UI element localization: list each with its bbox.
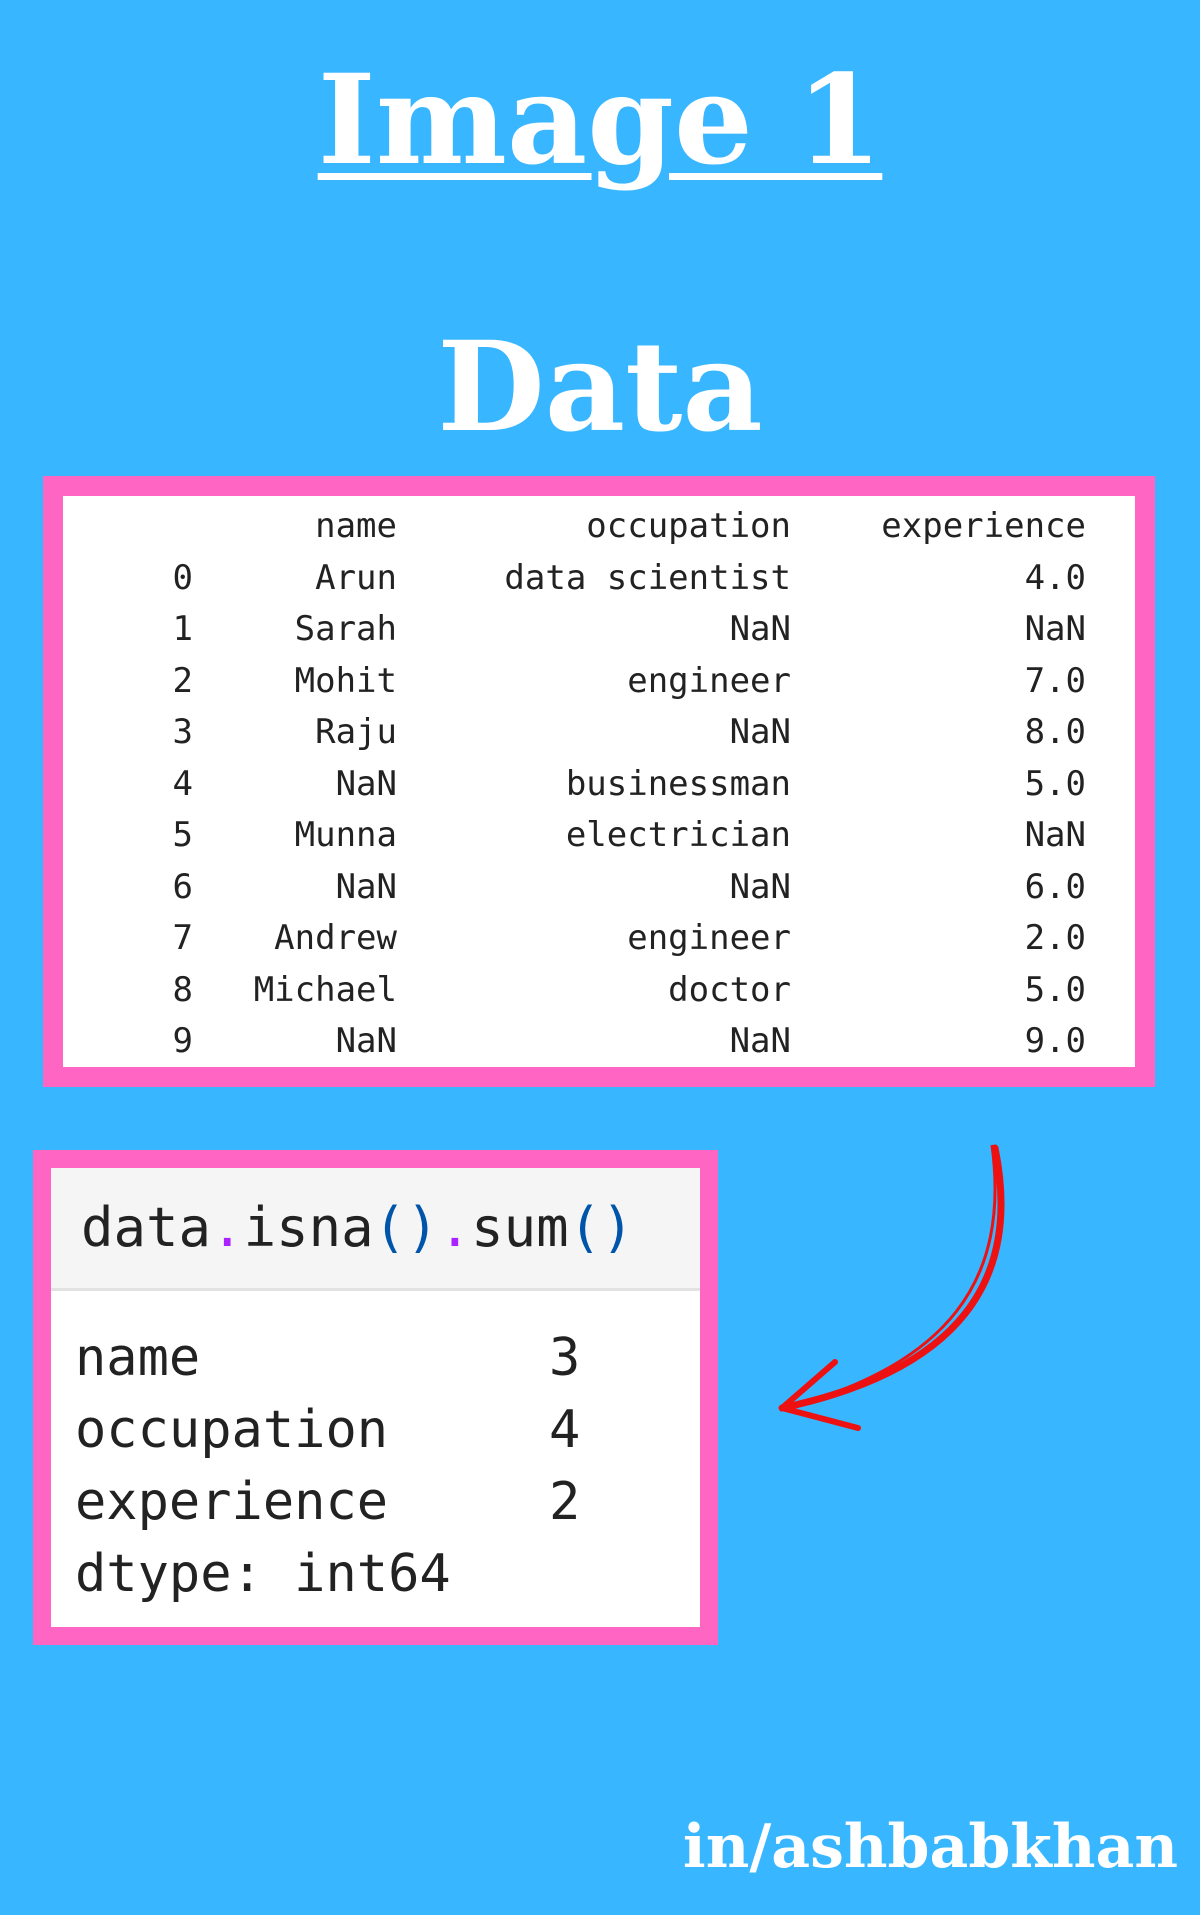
table-cell: businessman — [565, 763, 791, 804]
table-cell: NaN — [335, 1021, 397, 1061]
table-row: 8 Michael doctor 5.0 — [63, 970, 1135, 1021]
table-cell: 4.0 — [1024, 557, 1086, 598]
code-token: () — [373, 1196, 439, 1259]
table-cell: NaN — [1024, 609, 1086, 649]
column-header: occupation — [586, 506, 791, 546]
table-cell: Arun — [315, 557, 397, 598]
dataframe-table: name occupation experience 0 Arun data scient… — [63, 496, 1135, 1067]
table-row: 1 Sarah NaN NaN — [63, 609, 1135, 660]
output-label: occupation — [75, 1400, 389, 1460]
table-cell: Raju — [315, 712, 397, 752]
output-label: name — [75, 1328, 201, 1388]
table-cell: Mohit — [294, 660, 397, 701]
row-index: 9 — [172, 1021, 193, 1061]
section-heading: Data — [437, 315, 763, 460]
table-cell: doctor — [668, 969, 791, 1010]
table-cell: Munna — [294, 815, 397, 855]
table-cell: NaN — [335, 866, 397, 907]
row-index: 8 — [172, 969, 193, 1010]
row-index: 0 — [172, 557, 193, 598]
table-cell: 9.0 — [1024, 1021, 1086, 1061]
table-cell: 2.0 — [1024, 918, 1086, 958]
column-header: experience — [881, 506, 1086, 546]
code-token: sum — [471, 1196, 569, 1259]
row-index: 5 — [172, 815, 193, 855]
table-row: 3 Raju NaN 8.0 — [63, 712, 1135, 763]
table-cell: NaN — [729, 609, 791, 649]
table-row: 0 Arun data scientist 4.0 — [63, 558, 1135, 609]
table-cell: electrician — [565, 815, 791, 855]
table-row: 2 Mohit engineer 7.0 — [63, 661, 1135, 712]
table-cell: NaN — [729, 866, 791, 907]
table-cell: 6.0 — [1024, 866, 1086, 907]
table-cell: NaN — [1024, 815, 1086, 855]
output-value: 4 — [549, 1400, 581, 1460]
row-index: 4 — [172, 763, 193, 804]
table-cell: Andrew — [274, 918, 397, 958]
table-cell: Michael — [253, 969, 397, 1010]
curved-arrow-icon — [778, 1144, 1005, 1431]
dataframe-frame: name occupation experience 0 Arun data scient… — [43, 476, 1155, 1087]
row-index: 2 — [172, 660, 193, 701]
code-token: isna — [243, 1196, 374, 1259]
table-row: 5 Munna electrician NaN — [63, 815, 1135, 866]
code-input: data.isna().sum() — [51, 1168, 700, 1291]
table-cell: data scientist — [504, 557, 791, 598]
output-label: experience — [75, 1472, 389, 1532]
table-cell: NaN — [729, 1021, 791, 1061]
code-cell-frame: data.isna().sum() name 3 occupation 4 ex… — [33, 1150, 718, 1645]
row-index: 1 — [172, 609, 193, 649]
output-value: 2 — [549, 1472, 581, 1532]
table-cell: engineer — [627, 918, 791, 958]
table-row: 6 NaN NaN 6.0 — [63, 867, 1135, 918]
table-cell: 5.0 — [1024, 969, 1086, 1010]
table-row: 4 NaN businessman 5.0 — [63, 764, 1135, 815]
code-token: . — [438, 1196, 472, 1259]
column-header: name — [315, 506, 397, 546]
table-row: 7 Andrew engineer 2.0 — [63, 918, 1135, 969]
author-handle: in/ashbabkhan — [682, 1812, 1178, 1882]
row-index: 7 — [172, 918, 193, 958]
row-index: 3 — [172, 712, 193, 752]
table-cell: 8.0 — [1024, 712, 1086, 752]
code-cell: data.isna().sum() name 3 occupation 4 ex… — [51, 1168, 700, 1627]
table-cell: 5.0 — [1024, 763, 1086, 804]
output-dtype: dtype: int64 — [75, 1544, 451, 1604]
row-index: 6 — [172, 866, 193, 907]
table-cell: NaN — [729, 712, 791, 752]
page-title: Image 1 — [317, 48, 883, 193]
code-token: () — [568, 1196, 634, 1259]
table-row: 9 NaN NaN 9.0 — [63, 1021, 1135, 1072]
table-cell: engineer — [627, 660, 791, 701]
output-value: 3 — [549, 1328, 581, 1388]
table-cell: 7.0 — [1024, 660, 1086, 701]
table-cell: NaN — [335, 763, 397, 804]
code-token: . — [211, 1196, 244, 1259]
table-header-row: name occupation experience — [63, 506, 1135, 557]
table-cell: Sarah — [294, 609, 397, 649]
code-token: data — [81, 1196, 212, 1259]
